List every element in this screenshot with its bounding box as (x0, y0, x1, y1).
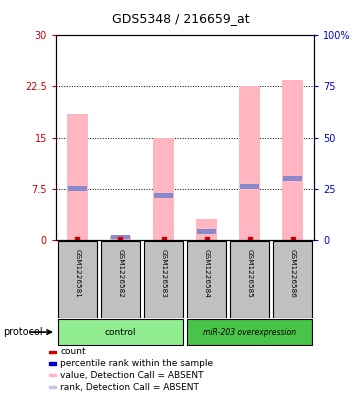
Bar (187, 241, 226, 318)
Text: percentile rank within the sample: percentile rank within the sample (60, 359, 214, 368)
Bar (239, 86, 260, 240)
Bar (282, 80, 303, 240)
Bar (153, 138, 174, 240)
Text: protocol: protocol (4, 327, 43, 337)
Text: rank, Detection Call = ABSENT: rank, Detection Call = ABSENT (60, 383, 199, 391)
Text: GSM1226585: GSM1226585 (247, 249, 253, 298)
Bar (187, 320, 312, 345)
Bar (111, 235, 130, 239)
Text: GSM1226581: GSM1226581 (74, 249, 81, 298)
Text: count: count (60, 347, 86, 356)
Text: GSM1226586: GSM1226586 (290, 249, 296, 298)
Text: GSM1226582: GSM1226582 (117, 249, 123, 298)
Bar (197, 229, 216, 234)
Bar (240, 184, 259, 189)
Bar (196, 219, 217, 240)
Bar (155, 193, 173, 198)
Bar (68, 186, 87, 191)
Text: value, Detection Call = ABSENT: value, Detection Call = ABSENT (60, 371, 204, 380)
Bar (273, 241, 312, 318)
Bar (144, 241, 183, 318)
Text: GSM1226584: GSM1226584 (204, 249, 209, 298)
Text: control: control (105, 328, 136, 336)
Bar (49, 351, 56, 353)
Bar (101, 241, 140, 318)
Bar (58, 320, 183, 345)
Text: miR-203 overexpression: miR-203 overexpression (203, 328, 296, 336)
Bar (230, 241, 269, 318)
Bar (49, 362, 56, 365)
Text: GSM1226583: GSM1226583 (161, 249, 166, 298)
Bar (110, 236, 131, 240)
Bar (283, 176, 302, 181)
Bar (49, 386, 56, 388)
Bar (67, 114, 88, 240)
Text: GDS5348 / 216659_at: GDS5348 / 216659_at (112, 12, 249, 25)
Bar (49, 374, 56, 376)
Bar (58, 241, 97, 318)
